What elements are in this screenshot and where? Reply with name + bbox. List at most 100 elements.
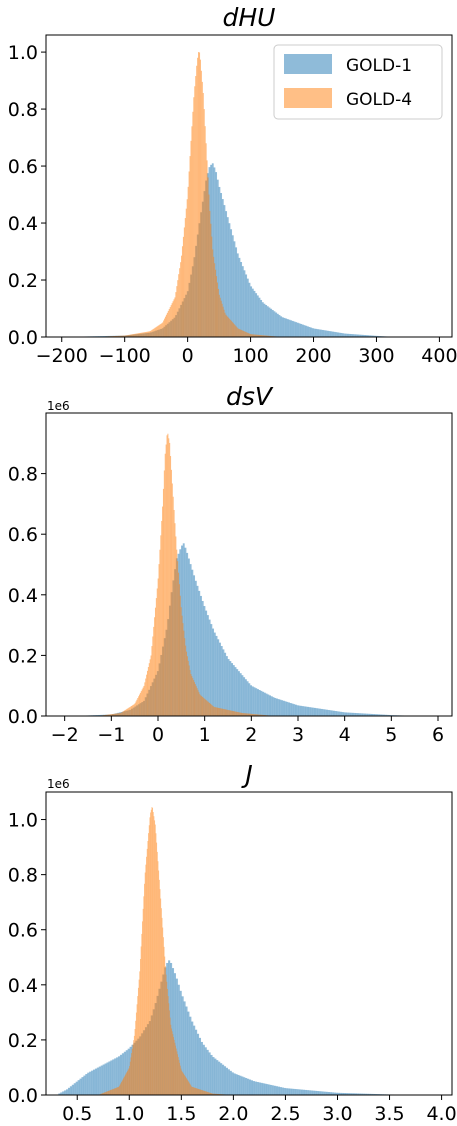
histogram-bar [180,1068,182,1095]
histogram-bar [159,324,161,337]
histogram-bar [233,711,235,716]
histogram-bar [331,1092,334,1095]
histogram-bar [207,701,209,716]
histogram-bar [308,1090,311,1095]
histogram-bar [147,667,149,716]
histogram-bar [209,1092,211,1095]
histogram-bar [270,696,273,716]
x-tick-label: 1.0 [114,1103,144,1125]
histogram-bar [205,610,208,716]
histogram-bar [209,703,211,716]
histogram-bar [240,329,242,337]
histogram-bar [107,714,109,716]
histogram-bar [202,1090,204,1095]
histogram-bar [179,268,181,337]
histogram-bar [158,879,160,1095]
histogram-bar [205,699,207,716]
histogram-bar [243,331,245,337]
histogram-bar [231,710,233,716]
histogram-bar [318,329,321,337]
histogram-bar [119,335,121,337]
histogram-bar [175,292,177,337]
histogram-bar [343,333,346,337]
histogram-bar [372,335,374,337]
histogram-bar [198,590,201,716]
histogram-bar [114,713,116,716]
histogram-bar [245,331,247,337]
histogram-bar [201,81,203,338]
histogram-bar [105,714,107,716]
histogram-bar [363,334,366,337]
histogram-bar [216,282,218,337]
histogram-bar [270,1084,273,1095]
histogram-bar [246,681,249,716]
plot-frame [45,412,453,717]
histogram-bar [260,335,262,337]
histogram-bar [258,334,260,337]
histogram-bar [139,971,141,1095]
histogram-bar [152,329,154,337]
histogram-bar [243,677,246,716]
histogram-bar [274,1085,277,1095]
x-tick-label: 1.5 [166,1103,196,1125]
histogram-bar [376,714,379,716]
histogram-bar [329,1092,332,1095]
histogram-bar [133,704,135,716]
histogram-bar [154,607,157,716]
histogram-bar [224,652,227,716]
histogram-bar [113,713,115,716]
histogram-bar [192,1087,194,1095]
histogram-bar [358,1093,361,1095]
histogram-bar [159,889,161,1095]
histogram-bar [266,306,269,337]
histogram-bar [175,1045,177,1095]
histogram-bar [361,334,364,337]
histogram-bar [131,1053,133,1095]
histogram-bar [244,679,247,716]
histogram-bar [260,714,262,716]
histogram-bar [225,1067,228,1095]
histogram-bar [181,615,183,716]
histogram-bar [173,509,175,716]
histogram-bar [246,278,249,337]
histogram-bar [368,1093,371,1095]
histogram-bar [194,1087,196,1095]
histogram-bar [75,1081,78,1095]
histogram-bar [208,1092,210,1095]
histogram-bar [293,321,296,337]
histogram-bar [206,1091,208,1095]
histogram-bar [113,1088,115,1095]
histogram-bar [120,335,122,337]
histogram-bar [262,1083,265,1095]
histogram-bar [290,320,293,337]
histogram-bar [161,520,163,716]
histogram-bar [188,665,190,716]
histogram-bar [291,320,294,337]
histogram-bar [160,898,162,1095]
histogram-bar [239,329,241,337]
histogram-bar [258,690,261,716]
histogram-bar [320,708,323,716]
histogram-bar [260,690,263,716]
histogram-bar [131,705,133,716]
histogram-bar [140,332,142,337]
histogram-bar [112,1059,115,1095]
histogram-bar [217,288,219,337]
histogram-bar [110,1090,112,1095]
histogram-bar [230,320,232,337]
histogram-bar [118,1086,120,1095]
histogram-bar [240,712,243,716]
histogram-bar [319,708,322,716]
histogram-bar [327,1092,331,1095]
histogram-bar [155,327,157,337]
histogram-bar [310,327,313,337]
histogram-bar [285,318,288,337]
histogram-bar [312,1090,315,1095]
histogram-bar [220,300,222,337]
histogram-bar [198,692,200,716]
histogram-bar [335,332,338,337]
histogram-bar [370,713,373,716]
histogram-bar [87,1072,90,1095]
histogram-bar [277,1086,280,1095]
histogram-bar [211,236,213,337]
